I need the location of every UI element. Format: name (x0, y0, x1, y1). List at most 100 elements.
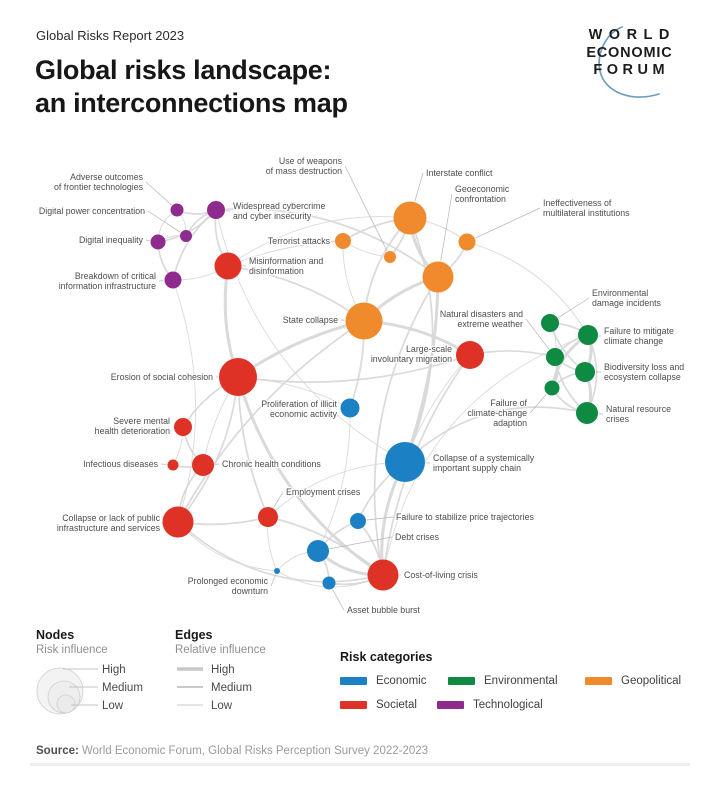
label-asset-bubble: Asset bubble burst (347, 605, 420, 615)
edge-geoeconomic--supply-chain (403, 275, 440, 464)
label-interstate: Interstate conflict (426, 168, 493, 178)
legend-edges-heading: Edges (175, 628, 213, 642)
node-cost-of-living (367, 559, 399, 591)
label-pointer-wmd (344, 165, 388, 251)
risk-category-technological: Technological (437, 697, 543, 713)
node-asset-bubble (322, 576, 336, 590)
risk-category-societal: Societal (340, 697, 417, 713)
geopolitical-swatch (585, 677, 612, 685)
labels-layer: Adverse outcomes of frontier technologies… (38, 155, 686, 616)
label-infrastructure: Collapse or lack of public infrastructure… (57, 513, 161, 533)
edge-illicit--debt (317, 407, 351, 552)
node-interstate (393, 201, 427, 235)
label-digital-inequality: Digital inequality (79, 235, 144, 245)
technological-label: Technological (473, 699, 543, 711)
label-multilateral: Ineffectiveness of multilateral instituti… (543, 198, 630, 218)
edge-interstate--supply-chain (404, 217, 434, 463)
label-pointer-price-traj (366, 516, 394, 521)
wef-logo-arc-icon (598, 26, 660, 98)
wef-logo: WORLD ECONOMIC FORUM (572, 27, 686, 80)
economic-label: Economic (376, 675, 427, 687)
label-erosion: Erosion of social cohesion (111, 372, 213, 382)
legend-edges-visual: High Medium Low (177, 664, 252, 712)
edge-cybercrime--geoeconomic (215, 208, 439, 278)
legend-categories-rows: Economic Environmental Geopolitical Societa… (340, 673, 700, 721)
label-biodiversity: Biodiversity loss and ecosystem collapse (604, 362, 684, 382)
label-pointer-geoeconomic (440, 193, 453, 261)
label-mental-health: Severe mental health deterioration (95, 416, 170, 436)
source-line: Source: World Economic Forum, Global Risk… (36, 745, 428, 757)
node-migration (456, 341, 484, 369)
node-adaption (544, 380, 560, 396)
node-env-damage (541, 314, 559, 332)
edge-breakdown-info--infrastructure (172, 279, 196, 523)
legend-node-label-medium: Medium (102, 682, 143, 694)
edge-geoeconomic--cost-of-living (373, 276, 439, 576)
node-cybercrime (207, 201, 225, 219)
label-resource: Natural resource crises (606, 404, 671, 424)
node-debt (307, 540, 329, 562)
legend-edge-label-medium: Medium (211, 682, 252, 694)
node-chronic (192, 454, 214, 476)
label-pointer-asset-bubble (332, 589, 345, 611)
label-debt: Debt crises (395, 532, 440, 542)
technological-swatch (437, 701, 464, 709)
risk-category-geopolitical: Geopolitical (585, 673, 681, 689)
edge-erosion--employment (237, 376, 269, 518)
risk-category-economic: Economic (340, 673, 427, 689)
legend-edges: Edges Relative influence High Medium Low (175, 628, 325, 723)
label-env-damage: Environmental damage incidents (592, 288, 662, 308)
edge-multilateral--mitigate (466, 241, 589, 336)
edge-state-collapse--infrastructure (177, 320, 365, 523)
node-nat-disasters (546, 348, 564, 366)
edge-infrastructure--downturn (177, 521, 278, 572)
edge-resource--supply-chain (404, 406, 588, 463)
page-title-line2: an interconnections map (35, 88, 348, 118)
legend-nodes-subheading: Risk influence (36, 644, 108, 656)
environmental-swatch (448, 677, 475, 685)
legend-nodes-visual: High Medium Low (36, 664, 143, 715)
edge-misinformation--interstate (227, 216, 411, 267)
label-cybercrime: Widespread cybercrime and cyber insecurit… (233, 201, 326, 221)
page-title-line1: Global risks landscape: (35, 55, 332, 85)
label-pointer-debt (329, 536, 393, 550)
label-pointer-digital-inequality (145, 239, 150, 241)
label-illicit: Proliferation of illicit economic activit… (261, 399, 337, 419)
wef-logo-word-forum: FORUM (593, 62, 670, 78)
label-pointer-downturn (270, 574, 276, 587)
risk-category-environmental: Environmental (448, 673, 558, 689)
nodes-layer (150, 201, 598, 591)
label-state-collapse: State collapse (283, 315, 338, 325)
label-adaption: Failure of climate-change adaption (467, 398, 527, 428)
societal-swatch (340, 701, 367, 709)
legend-nodes: Nodes Risk influence High Medium Low (36, 628, 186, 723)
node-erosion (219, 358, 257, 396)
label-infectious: Infectious diseases (83, 459, 158, 469)
label-pointer-multilateral (475, 207, 541, 239)
risk-categories-row-1: Economic Environmental Geopolitical (340, 673, 700, 697)
edge-erosion--infrastructure (177, 376, 239, 523)
label-pointer-nat-disasters (525, 318, 550, 350)
label-adverse-outcomes: Adverse outcomes of frontier technologies (54, 172, 144, 192)
node-terrorist (335, 233, 351, 249)
label-digital-power: Digital power concentration (39, 206, 145, 216)
label-terrorist: Terrorist attacks (268, 236, 331, 246)
node-employment (258, 507, 278, 527)
label-breakdown-info: Breakdown of critical information infrast… (59, 271, 156, 291)
label-pointer-digital-power (147, 210, 181, 233)
node-mitigate (578, 325, 598, 345)
label-misinformation: Misinformation and disinformation (249, 256, 323, 276)
node-adverse-outcomes (170, 203, 184, 217)
node-resource (576, 402, 598, 424)
source-label: Source: (36, 745, 79, 757)
legend-node-size-2 (56, 694, 76, 714)
label-wmd: Use of weapons of mass destruction (266, 156, 343, 176)
label-pointer-env-damage (558, 297, 590, 318)
node-illicit (340, 398, 360, 418)
node-biodiversity (575, 362, 595, 382)
wef-logo-word-economic: ECONOMIC (586, 44, 673, 61)
legend-edge-label-high: High (211, 664, 235, 676)
wef-logo-word-world: WORLD (588, 27, 676, 43)
environmental-label: Environmental (484, 675, 558, 687)
